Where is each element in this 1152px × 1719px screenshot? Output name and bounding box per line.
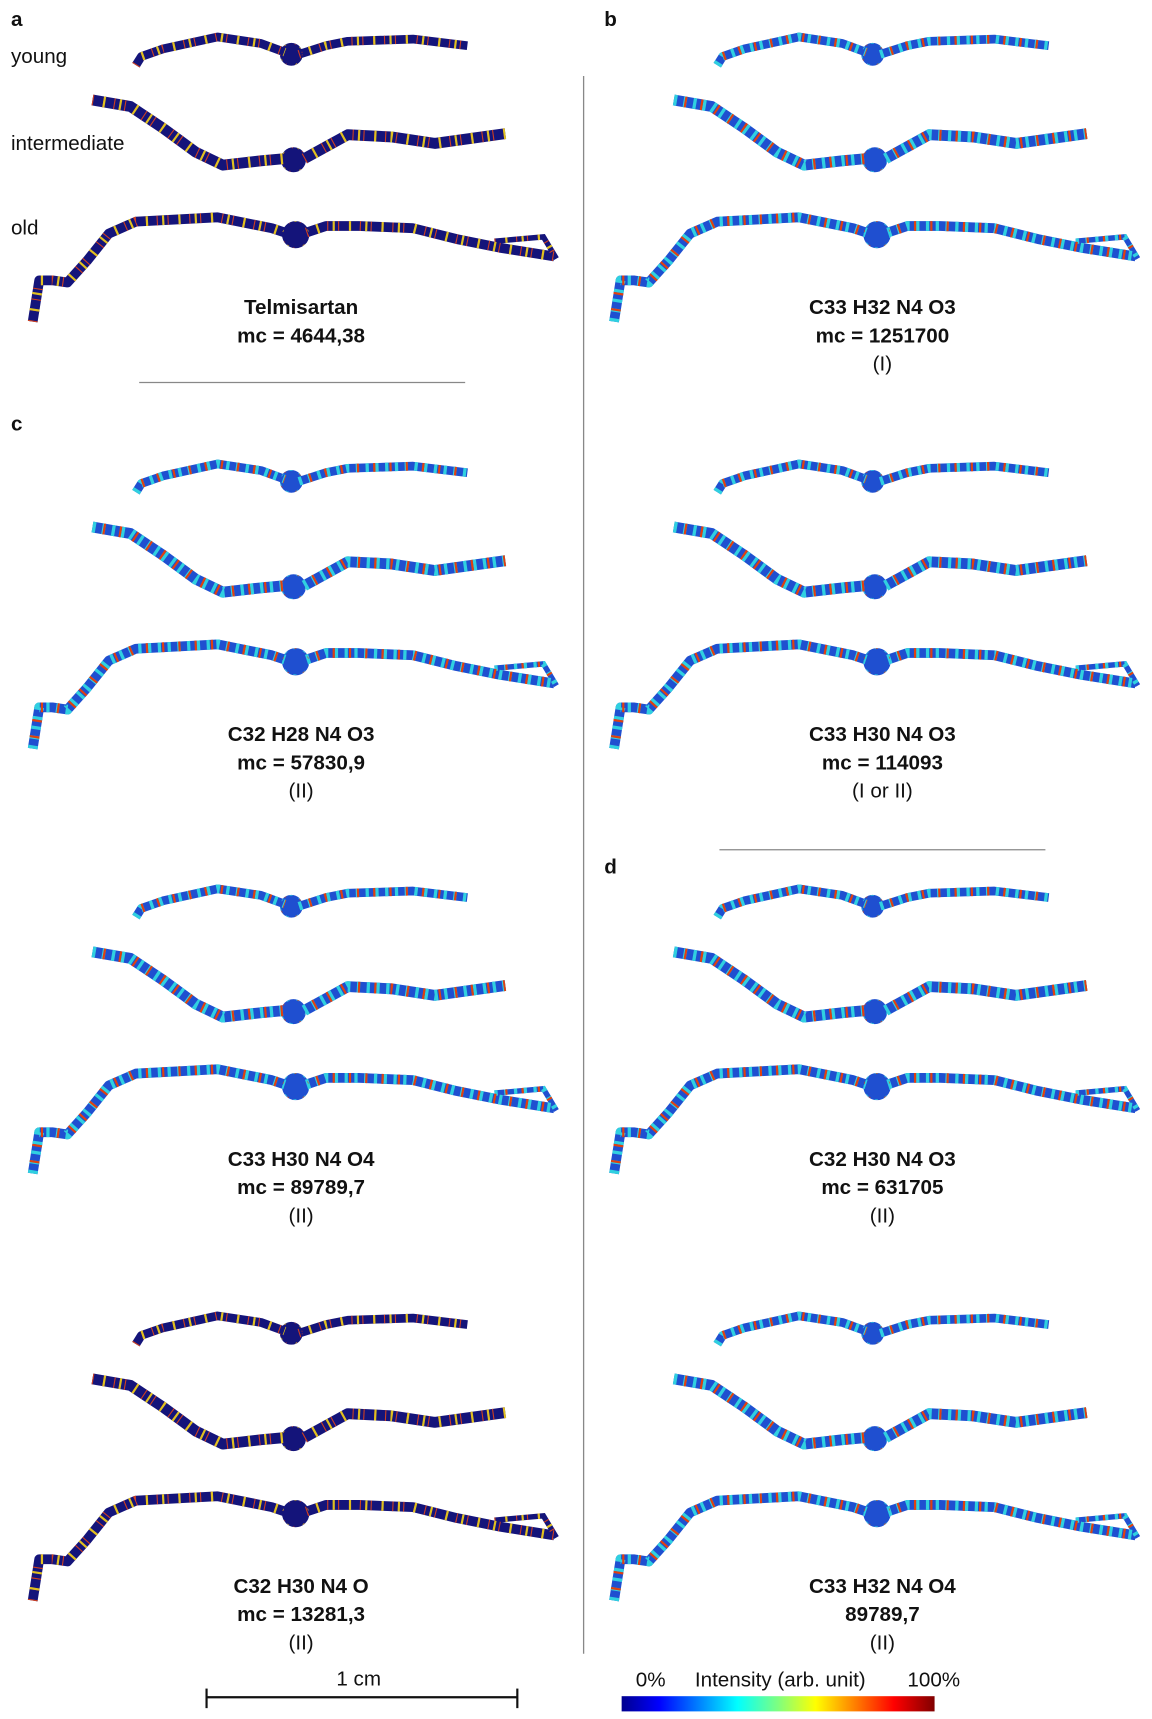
tissue-image bbox=[33, 1316, 557, 1601]
panel-label: d bbox=[604, 856, 617, 879]
image-assignment: (I or II) bbox=[852, 780, 913, 803]
tissue-signal bbox=[33, 464, 557, 749]
image-title: C33 H32 N4 O3 bbox=[809, 296, 956, 319]
tissue-base bbox=[614, 37, 1138, 322]
image-title: C33 H32 N4 O4 bbox=[809, 1575, 956, 1598]
tissue-image bbox=[33, 37, 557, 322]
tissue-image bbox=[614, 464, 1138, 749]
colorbar-title: Intensity (arb. unit) bbox=[695, 1668, 866, 1691]
scale-bar-label: 1 cm bbox=[336, 1667, 381, 1690]
tissue-image bbox=[614, 889, 1138, 1174]
row-label: young bbox=[11, 45, 67, 68]
image-assignment: (II) bbox=[870, 1631, 895, 1654]
image-assignment: (II) bbox=[288, 780, 313, 803]
panel-label: a bbox=[11, 8, 23, 31]
panel-label: b bbox=[604, 8, 617, 31]
image-assignment: (I) bbox=[873, 353, 892, 376]
image-title: C33 H30 N4 O4 bbox=[228, 1148, 375, 1171]
tissue-signal bbox=[614, 464, 1138, 749]
tissue-signal bbox=[614, 1316, 1138, 1601]
image-title: C32 H28 N4 O3 bbox=[228, 723, 375, 746]
image-mc: mc = 57830,9 bbox=[237, 751, 365, 774]
image-assignment: (II) bbox=[870, 1204, 895, 1227]
tissue-signal bbox=[33, 464, 557, 749]
tissue-signal bbox=[614, 889, 1138, 1174]
tissue-base bbox=[614, 464, 1138, 749]
image-mc: mc = 13281,3 bbox=[237, 1603, 365, 1626]
tissue-signal bbox=[614, 1316, 1138, 1601]
tissue-image bbox=[614, 37, 1138, 322]
tissue-base bbox=[614, 1316, 1138, 1601]
panel-label: c bbox=[11, 412, 22, 435]
row-label: intermediate bbox=[11, 132, 125, 155]
image-assignment: (II) bbox=[288, 1631, 313, 1654]
image-mc: mc = 631705 bbox=[821, 1176, 943, 1199]
tissue-signal bbox=[614, 37, 1138, 322]
tissue-base bbox=[33, 1316, 557, 1601]
image-mc: mc = 114093 bbox=[822, 751, 943, 774]
tissue-signal bbox=[33, 37, 557, 322]
image-title: C33 H30 N4 O3 bbox=[809, 723, 956, 746]
tissue-signal bbox=[33, 889, 557, 1174]
tissue-signal bbox=[33, 37, 557, 322]
colorbar bbox=[621, 1696, 935, 1712]
tissue-image bbox=[33, 464, 557, 749]
image-assignment: (II) bbox=[288, 1204, 313, 1227]
image-mc: 89789,7 bbox=[845, 1603, 920, 1626]
tissue-signal bbox=[614, 889, 1138, 1174]
tissue-base bbox=[33, 464, 557, 749]
colorbar-max: 100% bbox=[907, 1668, 960, 1691]
image-mc: mc = 1251700 bbox=[816, 324, 950, 347]
image-title: Telmisartan bbox=[244, 296, 358, 319]
tissue-base bbox=[33, 889, 557, 1174]
tissue-base bbox=[614, 889, 1138, 1174]
tissue-signal bbox=[614, 464, 1138, 749]
tissue-image bbox=[614, 1316, 1138, 1601]
image-title: C32 H30 N4 O bbox=[233, 1575, 368, 1598]
colorbar-min: 0% bbox=[636, 1668, 666, 1691]
tissue-base bbox=[33, 37, 557, 322]
scale-bar bbox=[205, 1688, 519, 1709]
tissue-image bbox=[33, 889, 557, 1174]
image-mc: mc = 89789,7 bbox=[237, 1176, 365, 1199]
tissue-signal bbox=[33, 889, 557, 1174]
tissue-signal bbox=[33, 1316, 557, 1601]
image-title: C32 H30 N4 O3 bbox=[809, 1148, 956, 1171]
row-label: old bbox=[11, 217, 39, 240]
image-mc: mc = 4644,38 bbox=[237, 324, 365, 347]
tissue-signal bbox=[33, 1316, 557, 1601]
tissue-signal bbox=[614, 37, 1138, 322]
